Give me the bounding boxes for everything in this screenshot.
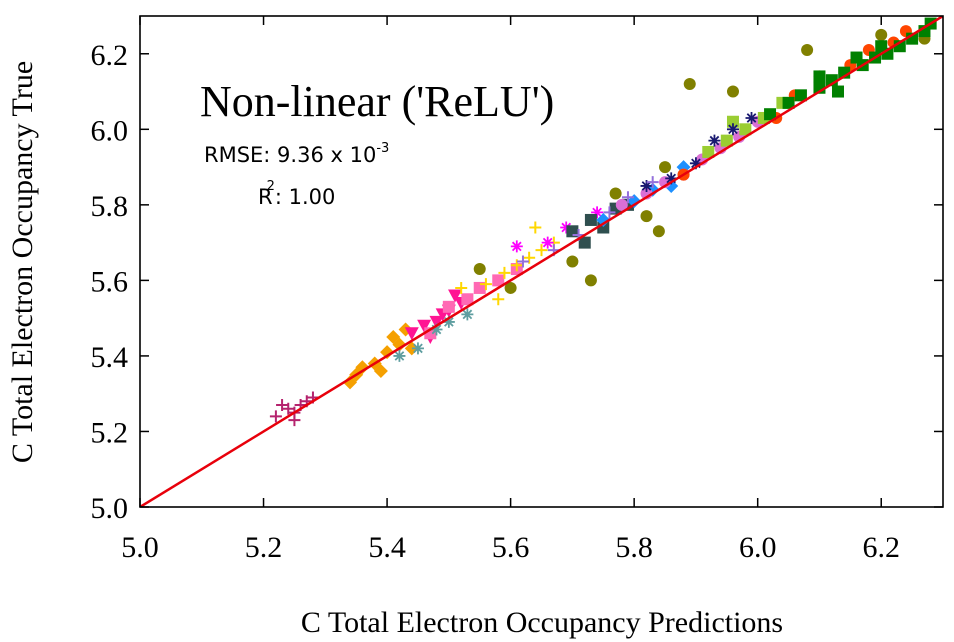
reference-line [140, 16, 943, 507]
ticks-layer [139, 16, 943, 508]
data-point [689, 157, 702, 170]
data-point [720, 134, 733, 147]
x-axis-label: C Total Electron Occupancy Predictions [301, 606, 783, 639]
data-point [764, 108, 777, 121]
y-tick-labels: 5.0 5.2 5.4 5.6 5.8 6.0 6.2 [91, 39, 129, 525]
data-point [708, 134, 721, 147]
data-point [504, 281, 517, 294]
data-point [492, 293, 505, 306]
data-point [665, 172, 678, 185]
data-point [430, 323, 443, 336]
data-point [615, 198, 628, 211]
data-point [726, 115, 739, 128]
data-point [875, 28, 888, 41]
data-point [461, 308, 474, 321]
data-point [782, 96, 795, 109]
data-point [373, 364, 388, 379]
data-point [609, 187, 622, 200]
data-point [282, 402, 295, 415]
data-point [640, 210, 653, 223]
points-layer [269, 17, 937, 427]
y-tick-label: 5.2 [91, 416, 129, 449]
y-axis-label: C Total Electron Occupancy True [6, 61, 39, 463]
y-tick-label: 5.8 [91, 190, 129, 223]
x-tick-label: 5.6 [492, 531, 530, 564]
data-point [442, 315, 455, 328]
data-point [429, 315, 444, 329]
y-tick-label: 5.4 [91, 341, 129, 374]
data-point [591, 206, 604, 219]
data-point [831, 85, 844, 98]
x-tick-label: 5.0 [121, 531, 159, 564]
data-point [794, 89, 807, 102]
data-point [276, 399, 289, 412]
data-point [745, 111, 758, 124]
data-point [726, 123, 739, 136]
x-tick-label: 6.0 [739, 531, 777, 564]
r2-value: : 1.00 [275, 185, 336, 209]
data-point [411, 342, 424, 355]
data-point [386, 330, 401, 345]
rmse-annotation: RMSE: 9.36 x 10-3 [204, 141, 389, 167]
data-point [510, 240, 523, 253]
x-tick-label: 5.2 [245, 531, 283, 564]
data-point [850, 51, 863, 64]
chart-title: Non-linear ('ReLU') [200, 77, 554, 126]
data-point [442, 300, 455, 313]
data-point [596, 212, 611, 227]
x-tick-label: 6.2 [862, 531, 900, 564]
data-point [646, 176, 659, 189]
r2-annotation: R2: 1.00 [258, 179, 335, 209]
x-tick-labels: 5.0 5.2 5.4 5.6 5.8 6.0 6.2 [121, 531, 900, 564]
data-point [510, 259, 523, 272]
data-point [813, 70, 826, 83]
data-point [448, 289, 463, 303]
data-point [702, 145, 715, 158]
data-point [739, 123, 752, 136]
data-point [461, 293, 474, 306]
data-point [523, 251, 536, 264]
x-tick-label: 5.8 [615, 531, 653, 564]
data-point [659, 161, 672, 174]
data-point [417, 319, 432, 333]
data-point [640, 179, 653, 192]
data-point [621, 191, 634, 204]
data-point [875, 40, 888, 53]
y-tick-label: 6.0 [91, 114, 129, 147]
x-tick-label: 5.4 [368, 531, 406, 564]
data-point [652, 225, 665, 238]
data-point [393, 349, 406, 362]
data-point [516, 255, 529, 268]
r2-exponent: 2 [267, 179, 275, 194]
data-point [603, 206, 616, 219]
r2-base: R [258, 185, 273, 209]
data-point [683, 77, 696, 90]
data-point [492, 274, 505, 287]
data-point [529, 221, 542, 234]
data-point [560, 221, 573, 234]
rmse-exponent: -3 [376, 141, 389, 156]
data-point [380, 345, 395, 360]
rmse-label: RMSE: 9.36 x 10 [204, 143, 376, 167]
data-point [584, 274, 597, 287]
data-point [535, 244, 548, 257]
data-point [541, 236, 554, 249]
y-tick-label: 5.0 [91, 492, 129, 525]
data-point [455, 281, 468, 294]
data-point [801, 43, 814, 56]
data-point [498, 266, 511, 279]
y-tick-label: 5.6 [91, 265, 129, 298]
data-point [473, 263, 486, 276]
data-point [404, 327, 419, 341]
data-point [269, 410, 282, 423]
plot-frame [139, 15, 944, 508]
y-tick-label: 6.2 [91, 39, 129, 72]
data-point [584, 213, 597, 226]
data-point [726, 85, 739, 98]
data-point [479, 278, 492, 291]
data-point [566, 255, 579, 268]
data-point [578, 236, 591, 249]
